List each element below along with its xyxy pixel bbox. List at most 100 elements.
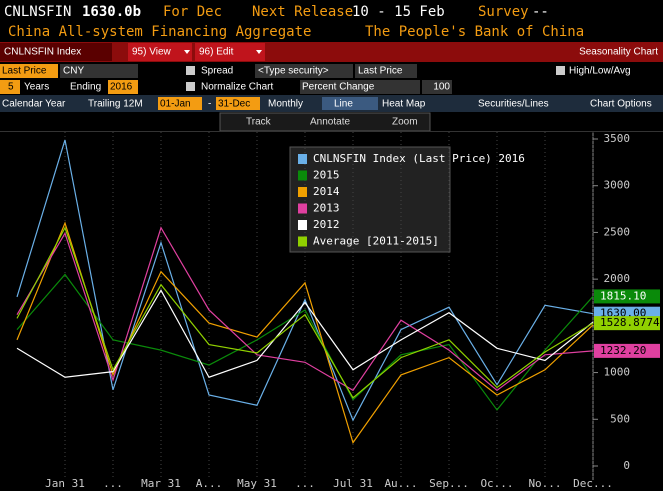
x-tick-label: Au... [384, 477, 417, 490]
tab[interactable]: Line [334, 99, 353, 110]
view[interactable]: 95) View [132, 47, 172, 58]
change-box[interactable] [300, 80, 420, 94]
field2[interactable]: Last Price [358, 66, 403, 77]
value-label: 1232.20 [600, 344, 646, 357]
series-line [16, 226, 594, 399]
tab[interactable]: - [208, 99, 211, 110]
x-tick-label: ... [295, 477, 315, 490]
ending[interactable]: 2016 [110, 82, 133, 93]
years[interactable]: 5 [8, 82, 14, 93]
x-tick-label: Dec... [573, 477, 613, 490]
edit-button[interactable] [195, 43, 265, 61]
years-box[interactable] [0, 80, 20, 94]
tab[interactable]: Heat Map [382, 99, 426, 110]
currency[interactable]: CNY [63, 66, 84, 77]
legend [289, 146, 451, 253]
value-label-box [594, 343, 660, 358]
security-box[interactable] [0, 43, 112, 61]
x-tick-label: Mar 31 [141, 477, 181, 490]
x-tick-label: May 31 [237, 477, 277, 490]
y-tick-label: 500 [610, 412, 630, 425]
percent-change[interactable]: Percent Change [302, 82, 375, 93]
tab[interactable]: Calendar Year [2, 99, 66, 110]
legend-swatch [298, 220, 307, 230]
legend-label: CNLNSFIN Index (Last Price) 2016 [313, 152, 525, 165]
y-tick-label: 2500 [604, 225, 631, 238]
release-label: Next Release [252, 4, 353, 20]
value-label-box [594, 316, 660, 331]
legend-swatch [298, 170, 307, 181]
date-box[interactable] [158, 97, 202, 110]
spread: Spread [201, 66, 233, 77]
value-label: 1528.8774 [600, 316, 660, 329]
legend-swatch [298, 203, 307, 214]
survey-label: Survey [478, 4, 529, 20]
series-line [16, 139, 594, 422]
field-box[interactable] [0, 64, 58, 78]
high-low: High/Low/Avg [569, 66, 631, 77]
checkbox[interactable] [556, 66, 565, 75]
field2-box[interactable] [355, 64, 417, 78]
tab[interactable]: 01-Jan [160, 99, 191, 110]
x-tick-label: ... [103, 477, 123, 490]
base-box[interactable] [422, 80, 452, 94]
y-tick-label: 3500 [604, 132, 631, 145]
tool[interactable]: Zoom [392, 117, 418, 128]
last-value: 1630.0b [82, 4, 141, 20]
security[interactable]: CNLNSFIN Index [4, 47, 81, 58]
base[interactable]: 100 [433, 82, 450, 93]
y-tick-label: 1000 [604, 366, 631, 379]
view-button[interactable] [128, 43, 192, 61]
y-tick-label: 3000 [604, 179, 631, 192]
dropdown-arrow [184, 50, 190, 54]
survey: -- [532, 4, 549, 20]
y-tick-label: 2000 [604, 272, 631, 285]
edit[interactable]: 96) Edit [199, 47, 234, 58]
tool[interactable]: Track [246, 117, 272, 128]
period: For Dec [163, 4, 222, 20]
release: 10 - 15 Feb [352, 4, 445, 20]
tab[interactable]: Monthly [268, 99, 303, 110]
legend-label: 2015 [313, 169, 340, 182]
legend-swatch [298, 187, 307, 197]
series-line [16, 221, 594, 444]
tab[interactable]: Trailing 12M [88, 99, 143, 110]
tab-active[interactable] [322, 97, 378, 110]
series-name: China All-system Financing Aggregate [8, 24, 311, 40]
field[interactable]: Last Price [2, 66, 47, 77]
ending-label: Ending [70, 82, 101, 93]
dropdown-arrow [256, 50, 262, 54]
series-line [16, 226, 594, 392]
tab[interactable]: 31-Dec [218, 99, 250, 110]
x-tick-label: Jul 31 [333, 477, 373, 490]
x-tick-label: Oc... [480, 477, 513, 490]
value-label: 1815.10 [600, 289, 646, 302]
x-tick-label: Sep... [429, 477, 469, 490]
security-input[interactable] [255, 64, 353, 78]
divider [0, 131, 663, 132]
tab[interactable]: Chart Options [590, 99, 652, 110]
series-line [16, 289, 594, 378]
x-tick-label: A... [196, 477, 223, 490]
currency-box[interactable] [60, 64, 138, 78]
checkbox[interactable] [186, 82, 195, 91]
type-security[interactable]: <Type security> [258, 66, 329, 77]
legend-label: 2013 [313, 202, 340, 215]
tool[interactable]: Annotate [310, 117, 350, 128]
legend-label: 2012 [313, 218, 340, 231]
y-tick-label: 0 [623, 459, 630, 472]
normalize: Normalize Chart [201, 82, 273, 93]
date-box[interactable] [216, 97, 260, 110]
legend-label: Average [2011-2015] [313, 235, 439, 248]
x-tick-label: Jan 31 [45, 477, 85, 490]
checkbox[interactable] [186, 66, 195, 75]
tab[interactable]: Securities/Lines [478, 99, 549, 110]
legend-swatch [298, 154, 307, 164]
page-title: Seasonality Chart [579, 47, 658, 58]
legend-swatch [298, 236, 307, 247]
ending-box[interactable] [108, 80, 138, 94]
legend-label: 2014 [313, 185, 340, 198]
series-line [16, 273, 594, 411]
years-label: Years [24, 82, 49, 93]
